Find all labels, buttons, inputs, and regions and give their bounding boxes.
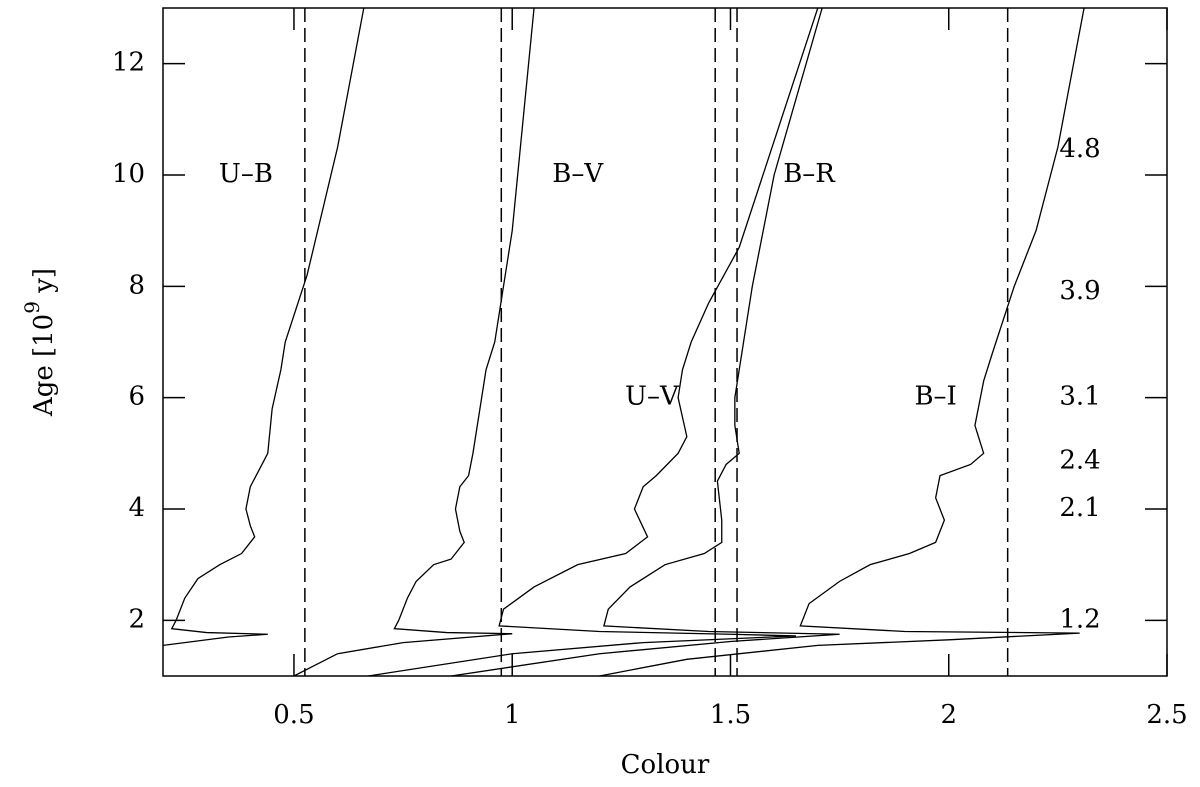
y-label-main: Age [10: [29, 314, 59, 417]
y-tick-label: 10: [112, 159, 145, 189]
y-label-sup: 9: [20, 301, 44, 314]
series-line: [293, 8, 535, 676]
y-tick-label: 8: [128, 270, 145, 300]
right-label: 4.8: [1059, 134, 1100, 164]
series-label: U–V: [625, 382, 680, 412]
plot-area: [163, 8, 1085, 676]
x-tick-label: 1: [504, 700, 521, 730]
x-tick-label: 0.5: [273, 700, 314, 730]
y-tick-label: 4: [128, 493, 145, 523]
plot-frame: [162, 7, 1168, 677]
y-tick-label: 6: [128, 382, 145, 412]
right-label: 3.9: [1059, 276, 1100, 306]
series-line: [368, 8, 819, 676]
right-label: 3.1: [1059, 382, 1100, 412]
right-label: 2.1: [1059, 493, 1100, 523]
series-label: B–I: [914, 382, 956, 412]
x-axis-label: Colour: [621, 750, 710, 780]
y-tick-label: 12: [112, 48, 145, 78]
series-line: [599, 8, 1085, 676]
y-axis-label: Age [109 y]: [20, 268, 60, 417]
y-tick-label: 2: [128, 604, 145, 634]
right-label: 1.2: [1059, 604, 1100, 634]
x-tick-label: 2: [940, 700, 957, 730]
series-label: B–V: [552, 159, 604, 189]
x-tick-label: 2.5: [1146, 700, 1187, 730]
series-line: [163, 8, 365, 647]
right-label: 2.4: [1059, 446, 1100, 476]
series-label: U–B: [219, 159, 273, 189]
series-line: [451, 8, 840, 676]
series-label: B–R: [783, 159, 836, 189]
y-label-end: y]: [29, 268, 59, 301]
x-tick-label: 1.5: [710, 700, 751, 730]
